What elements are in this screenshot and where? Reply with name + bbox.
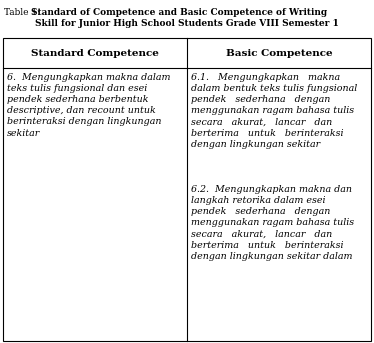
Text: 6.1.   Mengungkapkan   makna
dalam bentuk teks tulis fungsional
pendek   sederha: 6.1. Mengungkapkan makna dalam bentuk te… xyxy=(191,73,357,149)
Text: Skill for Junior High School Students Grade VIII Semester 1: Skill for Junior High School Students Gr… xyxy=(35,19,339,28)
Bar xyxy=(3,38,371,341)
Text: 6.2.  Mengungkapkan makna dan
langkah retorika dalam esei
pendek   sederhana   d: 6.2. Mengungkapkan makna dan langkah ret… xyxy=(191,185,354,261)
Text: Basic Competence: Basic Competence xyxy=(226,48,332,58)
Text: 6.  Mengungkapkan makna dalam
teks tulis fungsional dan esei
pendek sederhana be: 6. Mengungkapkan makna dalam teks tulis … xyxy=(7,73,171,138)
Text: Table 1:: Table 1: xyxy=(4,8,43,17)
Text: Standard Competence: Standard Competence xyxy=(31,48,159,58)
Text: Standard of Competence and Basic Competence of Writing: Standard of Competence and Basic Compete… xyxy=(31,8,327,17)
